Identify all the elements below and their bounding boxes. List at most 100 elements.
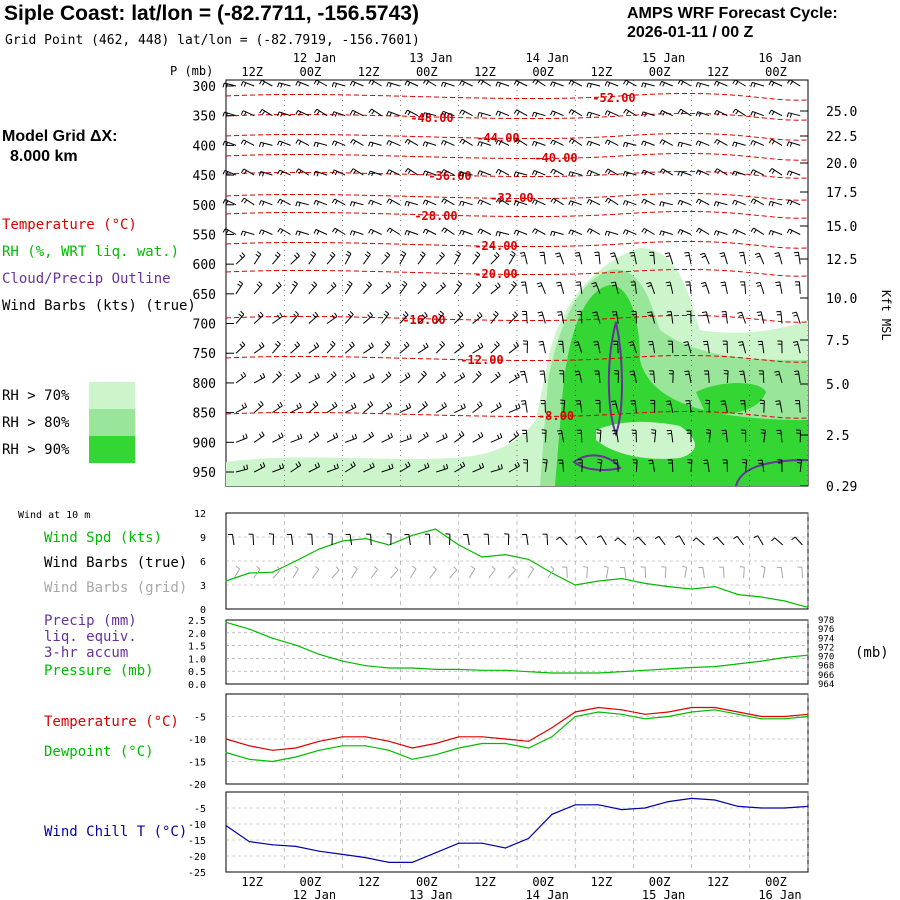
wind-barb xyxy=(641,82,655,88)
wind-barb xyxy=(695,169,710,176)
wind-barb xyxy=(796,429,802,443)
wind-barb-shaft xyxy=(609,252,619,265)
wind-barb xyxy=(732,228,746,235)
wind-barb xyxy=(417,281,427,295)
wind-barb-shaft xyxy=(386,111,400,117)
wind-barb-shaft xyxy=(574,251,583,265)
wind-barb xyxy=(550,168,564,176)
wind-barb-shaft xyxy=(775,400,783,413)
wind-speed-line-point xyxy=(714,586,716,588)
wind-barb xyxy=(685,400,692,413)
wind-barb xyxy=(363,401,374,413)
kft-axis-label: Kft MSL xyxy=(879,290,893,341)
wind-barb xyxy=(472,462,485,473)
temperature-line-point xyxy=(504,738,506,740)
wind-barb xyxy=(490,251,500,265)
surface-wind-barb xyxy=(634,536,646,546)
wind-barb xyxy=(404,109,419,117)
wind-barb xyxy=(472,251,481,265)
wind-barb-shaft xyxy=(399,461,411,473)
dewpoint-label: Dewpoint (°C) xyxy=(44,744,154,760)
wind-barb xyxy=(490,341,500,354)
wind-barb xyxy=(272,432,284,443)
surface-wind-barb-shaft xyxy=(445,533,451,546)
wind-barb-shaft xyxy=(513,229,528,236)
wind-speed-line-point xyxy=(225,580,227,582)
wind-barb-shaft xyxy=(791,311,801,324)
wind-barb xyxy=(472,431,484,443)
windchill-line-point xyxy=(691,797,693,800)
grid-wind-barb-shaft xyxy=(739,566,745,579)
wind-barb-shaft xyxy=(235,252,246,265)
wind-barb xyxy=(714,139,728,146)
wind-barb xyxy=(435,402,447,414)
wind-barb xyxy=(399,461,411,473)
surface-wind-barb-shaft xyxy=(771,537,784,546)
y2-tick-label: 968 xyxy=(818,662,834,672)
wind-barb xyxy=(521,429,528,443)
wind-barb-shaft xyxy=(349,230,364,236)
wind-barb xyxy=(713,80,728,87)
wind-barb xyxy=(612,340,619,354)
wind-barb-shaft xyxy=(495,110,510,117)
surface-wind-barb-shaft xyxy=(521,533,529,546)
wind-barb-shaft xyxy=(381,251,391,265)
wind-barb xyxy=(786,141,801,147)
wind-barb-shaft xyxy=(277,169,291,176)
wind-barb xyxy=(531,111,546,118)
wind-barb-shaft xyxy=(417,401,428,413)
grid-wind-barb-shaft xyxy=(311,566,320,579)
wind-barb-shaft xyxy=(313,108,328,117)
wind-barb xyxy=(290,252,300,265)
wind-speed-line-point xyxy=(504,554,506,556)
wind-barb-shaft xyxy=(630,400,637,413)
wind-barb-shaft xyxy=(695,140,710,146)
wind-barb-shaft xyxy=(363,311,373,324)
pressure-line-point xyxy=(411,667,413,669)
wind-barb-shaft xyxy=(741,429,747,443)
forecast-cycle-value: 2026-01-11 / 00 Z xyxy=(627,24,754,41)
grid-wind-barb xyxy=(331,566,340,579)
wind-barb-shaft xyxy=(295,110,310,117)
wind-barb xyxy=(741,429,747,443)
dewpoint-line-point xyxy=(691,711,693,713)
wind-barb xyxy=(705,399,711,413)
wind-barb xyxy=(490,310,499,324)
wind-barb xyxy=(750,227,765,235)
wind-barb-shaft xyxy=(435,402,447,414)
wind-barb-shaft xyxy=(575,400,583,413)
wind-barb-shaft xyxy=(622,229,637,235)
wind-barb xyxy=(738,341,747,354)
wind-barb-shaft xyxy=(368,108,382,117)
wind-barb-shaft xyxy=(508,281,517,295)
wind-barb xyxy=(308,400,319,413)
wind-barb-shaft xyxy=(786,170,801,176)
wind-barb-shaft xyxy=(575,281,583,294)
y2-tick-label: 978 xyxy=(818,616,834,626)
wind-barb xyxy=(435,310,444,324)
pressure-line-point xyxy=(621,671,623,673)
surface-wind-barb xyxy=(386,533,392,546)
wind-barb xyxy=(277,111,291,117)
wind-barb-shaft xyxy=(777,459,783,473)
surface-wind-barb xyxy=(753,535,764,546)
wind-barb-shaft xyxy=(536,282,546,294)
wind-barb-shaft xyxy=(610,400,619,413)
wind-barb-shaft xyxy=(295,201,309,207)
grid-wind-barb-shaft xyxy=(508,566,516,579)
wind-barb-shaft xyxy=(440,110,455,117)
wind-barb-shaft xyxy=(454,403,466,414)
grid-wind-barb xyxy=(661,566,667,579)
surface-wind-barb xyxy=(542,533,549,546)
dewpoint-line-point xyxy=(667,715,669,718)
wind-barb xyxy=(441,169,455,176)
wind-barb xyxy=(386,198,401,206)
wind-barb xyxy=(290,433,303,443)
wind-barb xyxy=(453,250,461,265)
wind-barb xyxy=(739,251,747,265)
wind-barb-shaft xyxy=(647,311,656,324)
wind-barb xyxy=(594,370,601,383)
wind-barb-shaft xyxy=(757,340,765,354)
wind-speed-line xyxy=(225,528,809,608)
wind-barb xyxy=(417,370,427,384)
